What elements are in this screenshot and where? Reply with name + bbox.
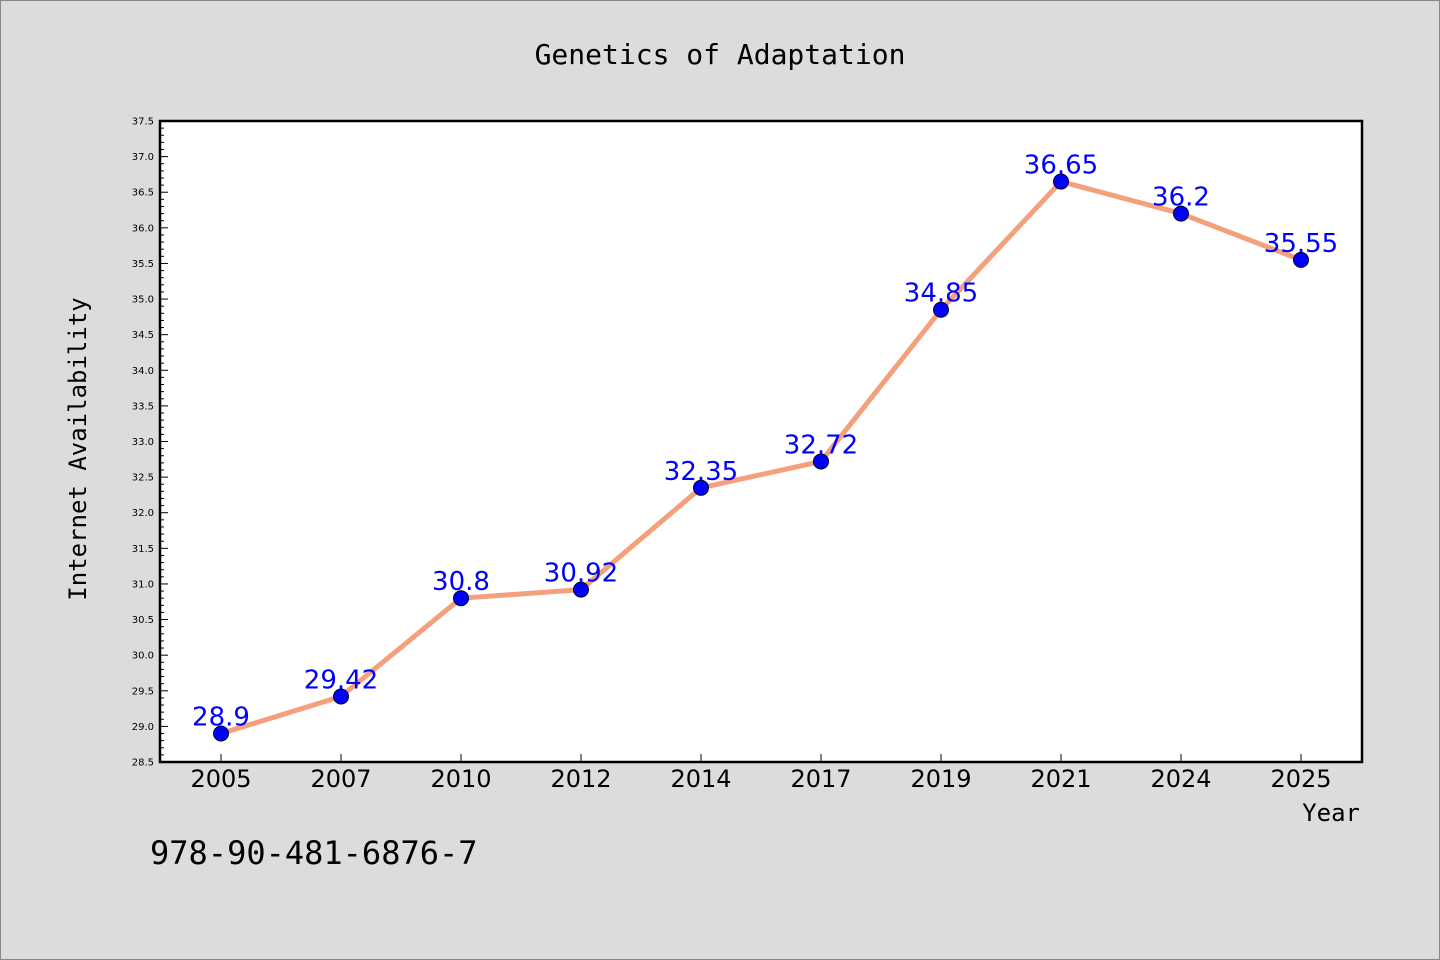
series-line-group xyxy=(218,179,1304,737)
y-tick-label: 33.0 xyxy=(132,437,154,448)
x-tick-label: 2025 xyxy=(1270,765,1331,793)
x-tick-label: 2021 xyxy=(1030,765,1091,793)
x-tick-label: 2017 xyxy=(790,765,851,793)
y-tick-label: 28.5 xyxy=(132,758,154,769)
y-tick-label: 31.5 xyxy=(132,544,154,555)
data-markers xyxy=(213,173,1309,742)
data-point xyxy=(1053,173,1069,190)
x-tick-label: 2024 xyxy=(1150,765,1211,793)
y-tick-label: 36.5 xyxy=(132,188,154,199)
data-point xyxy=(1293,251,1309,268)
data-point xyxy=(933,301,949,318)
plot-area xyxy=(160,121,1362,762)
y-tick-label: 35.5 xyxy=(132,259,154,270)
y-tick-label: 30.5 xyxy=(132,615,154,626)
x-tick-label: 2014 xyxy=(670,765,731,793)
data-label: 36.2 xyxy=(1152,183,1210,213)
data-label: 30.92 xyxy=(544,559,618,589)
y-tick-label: 36.0 xyxy=(132,223,154,234)
plot-border xyxy=(158,119,1364,764)
y-tick-label: 33.5 xyxy=(132,401,154,412)
x-tick-label: 2019 xyxy=(910,765,971,793)
y-axis-label: Internet Availability xyxy=(64,297,92,600)
y-tick-label: 37.0 xyxy=(132,152,154,163)
x-tick-label: 2005 xyxy=(190,765,251,793)
y-axis-ticks: 28.5 29.0 29.5 30.0 30.5 31.0 31.5 32.0 32.5 33.0… xyxy=(132,117,168,769)
data-point xyxy=(693,479,709,496)
data-point xyxy=(453,590,469,607)
y-tick-label: 30.0 xyxy=(132,651,154,662)
y-tick-label: 32.5 xyxy=(132,473,154,484)
data-point xyxy=(813,453,829,470)
data-label: 32.35 xyxy=(664,457,738,487)
isbn-text: 978-90-481-6876-7 xyxy=(150,834,478,872)
y-tick-label: 37.5 xyxy=(132,117,154,128)
y-tick-label: 35.0 xyxy=(132,295,154,306)
x-axis-ticks: 2005 2007 2010 2012 2014 2017 2019 2021 2024 2025 xyxy=(190,754,1332,793)
x-axis-label: Year xyxy=(1302,799,1360,827)
data-label: 32.72 xyxy=(784,430,858,460)
x-tick-label: 2010 xyxy=(430,765,491,793)
y-tick-label: 29.0 xyxy=(132,722,154,733)
x-tick-label: 2012 xyxy=(550,765,611,793)
data-label: 29.42 xyxy=(304,665,378,695)
series-line xyxy=(218,179,1304,737)
data-label: 34.85 xyxy=(904,279,978,309)
x-tick-label: 2007 xyxy=(310,765,371,793)
data-point xyxy=(333,688,349,705)
y-tick-label: 32.0 xyxy=(132,508,154,519)
y-tick-label: 34.0 xyxy=(132,366,154,377)
data-point xyxy=(213,725,229,742)
data-label: 35.55 xyxy=(1264,229,1338,259)
y-tick-label: 34.5 xyxy=(132,330,154,341)
y-tick-label: 31.0 xyxy=(132,579,154,590)
data-labels: 28.9 29.42 30.8 30.92 32.35 32.72 34.85 36.65 36… xyxy=(192,151,1338,733)
data-point xyxy=(1173,205,1189,222)
y-tick-label: 29.5 xyxy=(132,686,154,697)
data-label: 36.65 xyxy=(1024,151,1098,181)
data-point xyxy=(573,581,589,598)
data-label: 30.8 xyxy=(432,567,490,597)
chart-title: Genetics of Adaptation xyxy=(535,38,906,71)
data-label: 28.9 xyxy=(192,703,250,733)
